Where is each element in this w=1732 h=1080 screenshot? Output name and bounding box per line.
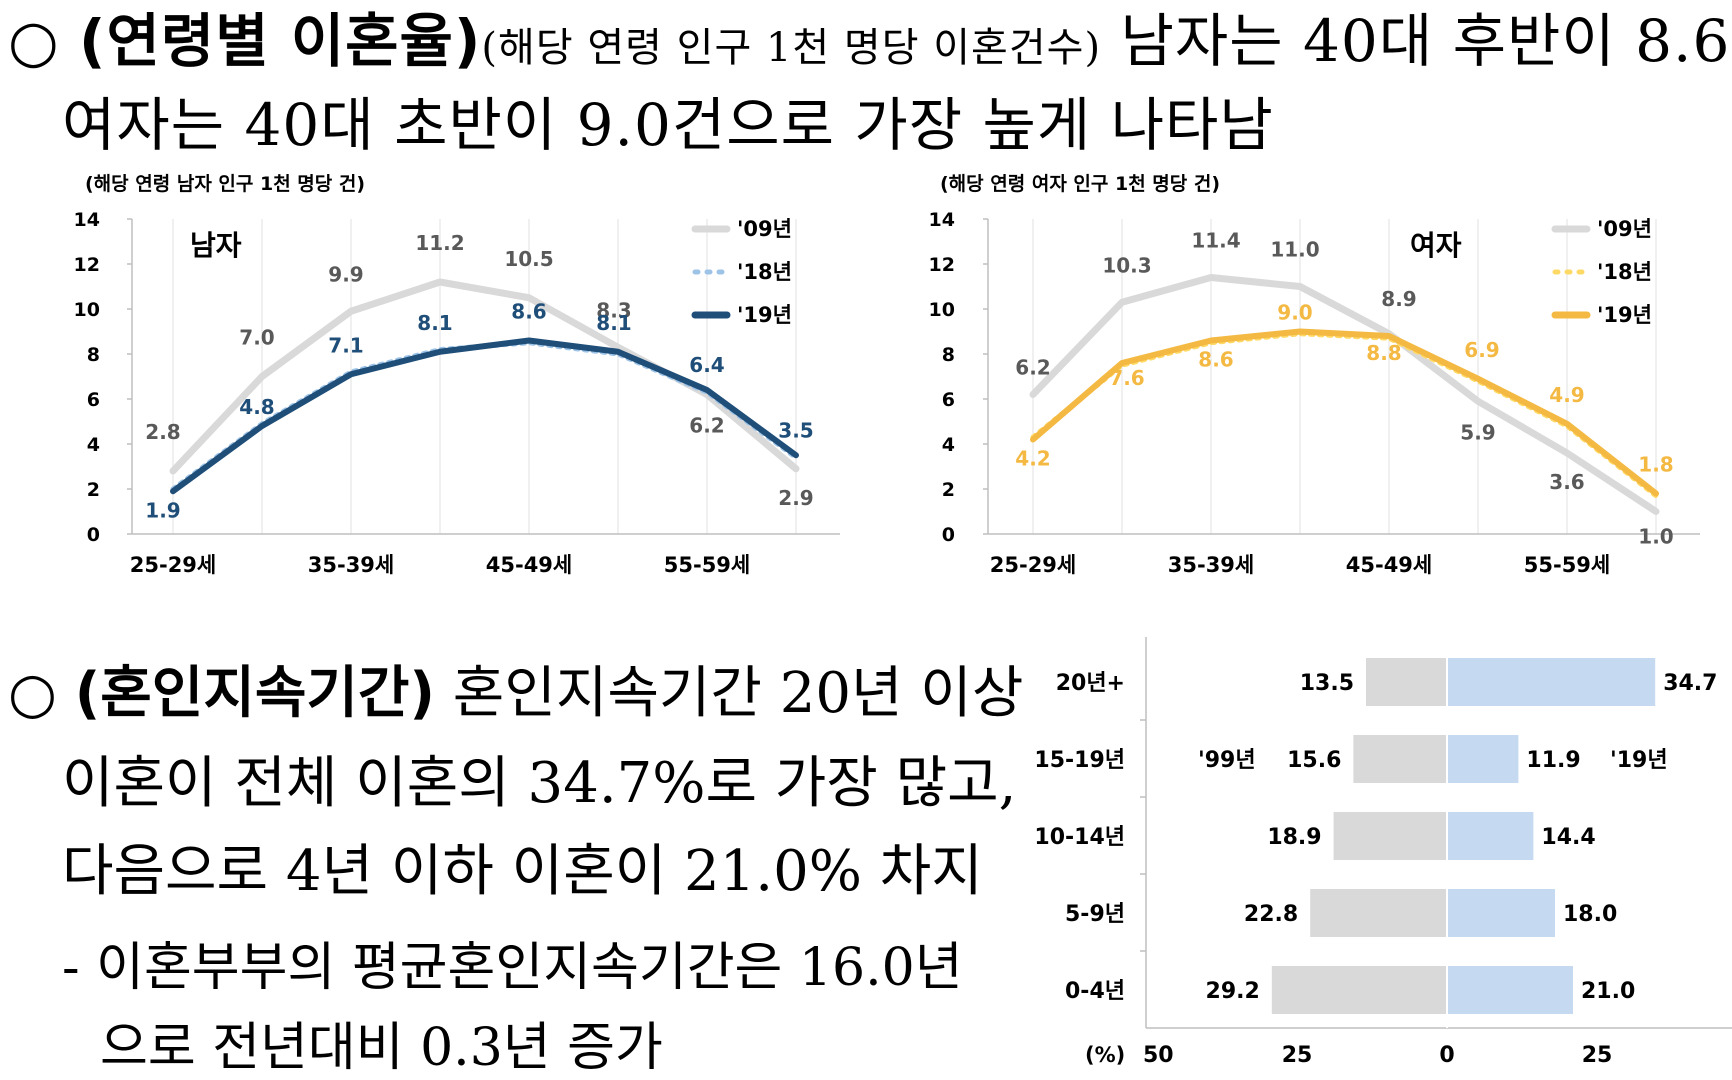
legend-label: '09년	[737, 217, 792, 241]
data-label: 1.8	[1638, 453, 1673, 477]
x-tick-label: 35-39세	[1168, 553, 1254, 577]
y-tick-label: 0	[942, 524, 955, 546]
y-tick-label: 8	[87, 344, 100, 366]
bar-right	[1447, 889, 1555, 937]
bar-unit-label: (%)	[1085, 1043, 1125, 1067]
bar-value-left: 13.5	[1300, 671, 1354, 696]
bar-category-label: 15-19년	[1034, 748, 1125, 773]
bar-value-right: 34.7	[1663, 671, 1717, 696]
bar-category-label: 5-9년	[1065, 902, 1125, 927]
data-label: 3.6	[1549, 470, 1584, 494]
x-tick-label: 25-29세	[990, 553, 1076, 577]
y-tick-label: 14	[929, 209, 955, 231]
chart-unit-note: (해당 연령 남자 인구 1천 명당 건)	[85, 173, 365, 195]
bar-left	[1334, 812, 1447, 860]
data-label: 8.8	[1366, 341, 1401, 365]
data-label: 8.6	[1198, 348, 1233, 372]
data-label: 7.0	[239, 326, 274, 350]
series-label-right: '19년	[1610, 748, 1668, 773]
bar-right	[1447, 735, 1518, 783]
bar-value-left: 15.6	[1287, 748, 1341, 773]
bar-x-tick-label: 0	[1439, 1043, 1454, 1068]
x-tick-label: 55-59세	[664, 553, 750, 577]
series-label-left: '99년	[1198, 748, 1256, 773]
data-label: 8.9	[1381, 287, 1416, 311]
y-tick-label: 2	[942, 479, 955, 501]
bar-x-tick-label: 50	[1143, 1043, 1174, 1068]
data-label: 9.9	[328, 262, 363, 286]
y-tick-label: 14	[74, 209, 100, 231]
bar-x-tick-label: 25	[1282, 1043, 1313, 1068]
legend-label: '09년	[1597, 217, 1652, 241]
y-tick-label: 12	[74, 254, 100, 276]
data-label: 2.8	[145, 420, 180, 444]
bar-value-right: 21.0	[1581, 979, 1635, 1004]
bar-right	[1447, 658, 1655, 706]
data-label: 6.9	[1464, 338, 1499, 362]
bar-left	[1353, 735, 1447, 783]
bar-value-right: 18.0	[1563, 902, 1617, 927]
data-label: 8.1	[417, 311, 452, 335]
bar-category-label: 10-14년	[1034, 825, 1125, 850]
y-tick-label: 12	[929, 254, 955, 276]
data-label: 4.9	[1549, 383, 1584, 407]
legend-label: '19년	[1597, 303, 1652, 327]
data-label: 4.8	[239, 395, 274, 419]
x-tick-label: 45-49세	[1346, 553, 1432, 577]
y-tick-label: 6	[942, 389, 955, 411]
chart-unit-note: (해당 연령 여자 인구 1천 명당 건)	[940, 173, 1220, 195]
y-tick-label: 0	[87, 524, 100, 546]
x-tick-label: 25-29세	[130, 553, 216, 577]
data-label: 9.0	[1277, 301, 1312, 325]
x-tick-label: 55-59세	[1524, 553, 1610, 577]
y-tick-label: 10	[929, 299, 955, 321]
legend-label: '18년	[737, 260, 792, 284]
bar-value-left: 29.2	[1206, 979, 1260, 1004]
data-label: 7.6	[1109, 366, 1144, 390]
data-label: 5.9	[1460, 420, 1495, 444]
data-label: 6.2	[1015, 356, 1050, 380]
data-label: 8.1	[596, 311, 631, 335]
data-label: 11.0	[1270, 238, 1319, 262]
bar-left	[1272, 966, 1447, 1014]
bar-right	[1447, 812, 1533, 860]
y-tick-label: 2	[87, 479, 100, 501]
data-label: 7.1	[328, 333, 363, 357]
data-label: 11.2	[415, 231, 464, 255]
y-tick-label: 4	[942, 434, 955, 456]
bar-value-right: 11.9	[1526, 748, 1580, 773]
bar-left	[1366, 658, 1447, 706]
bar-x-tick-label: 25	[1582, 1043, 1613, 1068]
data-label: 11.4	[1191, 229, 1240, 253]
bar-value-right: 14.4	[1541, 825, 1595, 850]
x-tick-label: 35-39세	[308, 553, 394, 577]
bar-value-left: 22.8	[1244, 902, 1298, 927]
data-label: 1.0	[1638, 525, 1673, 549]
y-tick-label: 6	[87, 389, 100, 411]
data-label: 6.4	[689, 353, 724, 377]
y-tick-label: 10	[74, 299, 100, 321]
legend-label: '19년	[737, 303, 792, 327]
y-tick-label: 8	[942, 344, 955, 366]
data-label: 10.3	[1102, 253, 1151, 277]
bar-right	[1447, 966, 1573, 1014]
x-tick-label: 45-49세	[486, 553, 572, 577]
data-label: 2.9	[778, 486, 813, 510]
data-label: 3.5	[778, 418, 813, 442]
bar-category-label: 20년+	[1056, 671, 1125, 696]
legend-label: '18년	[1597, 260, 1652, 284]
data-label: 4.2	[1015, 447, 1050, 471]
data-label: 8.6	[511, 300, 546, 324]
chart-panel-label: 여자	[1410, 229, 1462, 262]
bar-category-label: 0-4년	[1065, 979, 1125, 1004]
bar-left	[1310, 889, 1447, 937]
y-tick-label: 4	[87, 434, 100, 456]
chart-panel-label: 남자	[190, 229, 242, 262]
data-label: 6.2	[689, 414, 724, 438]
bar-value-left: 18.9	[1267, 825, 1321, 850]
data-label: 10.5	[504, 247, 553, 271]
data-label: 1.9	[145, 498, 180, 522]
